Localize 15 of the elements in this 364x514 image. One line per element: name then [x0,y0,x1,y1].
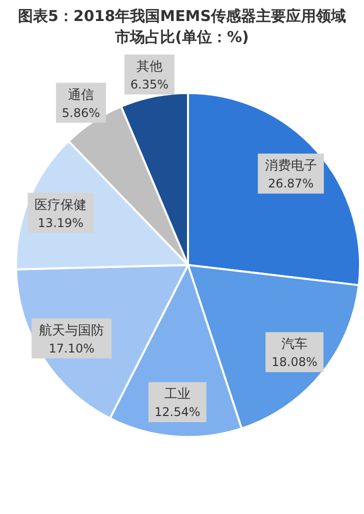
data-label: 5.86% [62,106,100,120]
data-label: 18.08% [272,355,318,370]
data-label: 17.10% [48,341,94,356]
slice-label: 医疗保健 [34,198,87,213]
slice-label: 其他 [136,59,162,74]
slice-label: 工业 [164,387,190,402]
slice-label: 汽车 [281,337,308,352]
slice-label: 航天与国防 [39,323,104,338]
slice-label: 通信 [68,88,94,103]
data-label: 26.87% [268,176,314,191]
data-label: 6.35% [130,77,169,92]
data-label: 12.54% [154,405,200,420]
slice-label: 消费电子 [264,158,317,174]
data-label: 13.19% [38,216,84,230]
chart-title: 图表5：2018年我国MEMS传感器主要应用领域市场占比(单位：%) [17,6,347,48]
